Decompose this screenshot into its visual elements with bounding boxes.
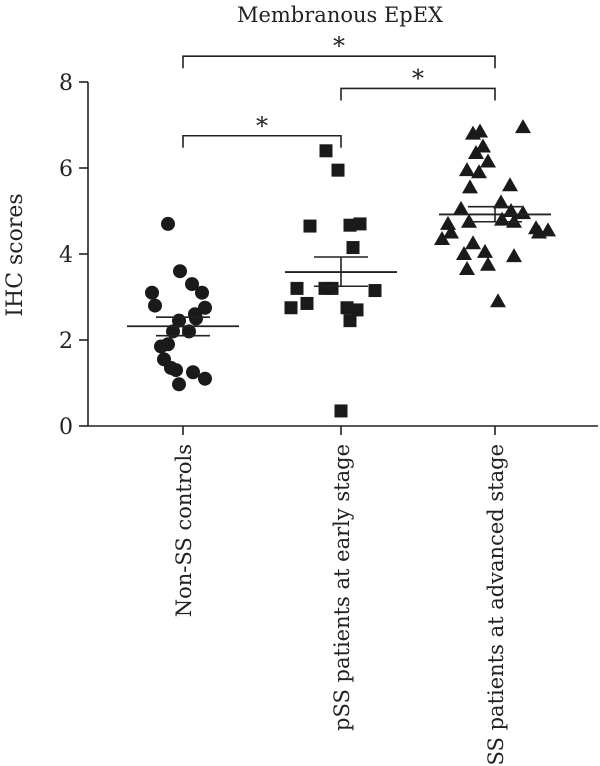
significance-bracket: *	[340, 64, 496, 101]
data-point-circle	[185, 277, 199, 292]
significance-star: *	[333, 32, 345, 60]
data-point-triangle	[480, 256, 496, 271]
data-point-triangle	[490, 293, 506, 308]
data-point-circle	[195, 285, 209, 300]
mean-sem-bars	[127, 205, 551, 337]
data-point-circle	[198, 300, 212, 315]
y-tick-label: 6	[59, 157, 73, 182]
data-point-triangle	[502, 177, 518, 192]
data-point-square	[350, 303, 364, 317]
mean-sem-group	[127, 316, 239, 337]
data-point-triangle	[453, 200, 469, 215]
significance-star: *	[256, 112, 268, 140]
data-point-square	[318, 281, 332, 295]
mean-sem-group	[439, 205, 551, 223]
data-point-triangle	[503, 203, 519, 217]
category-label: Non-SS controls	[172, 444, 196, 617]
y-tick-label: 0	[59, 415, 73, 440]
data-point-square	[290, 281, 304, 295]
data-point-square	[284, 301, 298, 315]
data-points	[145, 119, 556, 418]
chart-title: Membranous EpEX	[237, 3, 443, 27]
y-axis-title: IHC scores	[3, 193, 28, 316]
data-point-square	[368, 284, 382, 298]
data-point-triangle	[468, 144, 484, 159]
data-point-triangle	[456, 246, 472, 260]
mean-sem-group	[285, 256, 397, 288]
axes: 0 2 4 6 8 Non-SS controls pSS patients at earl…	[59, 71, 598, 766]
category-label: pSS patients at early stage	[330, 444, 354, 731]
y-tick-label: 2	[59, 329, 73, 354]
data-point-triangle	[515, 205, 531, 220]
data-point-triangle	[480, 153, 496, 168]
data-point-square	[346, 241, 360, 255]
data-point-square	[300, 296, 314, 310]
data-point-circle	[145, 285, 159, 300]
data-point-circle	[169, 363, 183, 378]
significance-brackets: * * *	[182, 32, 496, 148]
data-point-triangle	[461, 213, 477, 228]
data-point-square	[303, 219, 317, 233]
data-point-triangle	[440, 215, 456, 230]
data-point-triangle	[493, 194, 509, 209]
data-point-circle	[182, 324, 196, 339]
data-point-circle	[172, 377, 186, 392]
data-point-square	[353, 217, 367, 231]
data-point-triangle	[531, 224, 547, 239]
category-label: pSS patients at advanced stage	[484, 444, 508, 766]
significance-bracket: *	[182, 32, 496, 69]
data-point-triangle	[465, 235, 481, 250]
y-tick-label: 8	[59, 71, 73, 96]
data-point-triangle	[475, 138, 491, 153]
y-tick-label: 4	[59, 243, 73, 268]
data-point-circle	[198, 371, 212, 386]
data-point-circle	[173, 264, 187, 279]
data-point-triangle	[506, 213, 522, 228]
significance-bracket: *	[182, 112, 342, 148]
data-point-square	[343, 314, 357, 328]
data-point-circle	[154, 339, 168, 354]
data-point-triangle	[459, 261, 475, 276]
bracket-line	[340, 87, 496, 101]
significance-star: *	[412, 64, 424, 92]
data-point-triangle	[443, 224, 459, 239]
data-point-circle	[189, 311, 203, 326]
data-point-square	[334, 404, 348, 418]
bracket-line	[182, 134, 342, 148]
data-point-circle	[157, 352, 171, 367]
data-point-triangle	[462, 179, 478, 194]
data-point-square	[340, 301, 354, 315]
data-point-triangle	[465, 125, 481, 140]
data-point-circle	[186, 365, 200, 380]
bracket-line	[182, 55, 496, 69]
data-point-triangle	[515, 119, 531, 134]
data-point-circle	[148, 298, 162, 313]
data-point-triangle	[459, 162, 475, 177]
data-point-circle	[166, 324, 180, 339]
data-point-triangle	[471, 164, 487, 179]
data-point-square	[343, 218, 357, 232]
data-point-square	[319, 144, 333, 158]
data-point-triangle	[506, 248, 522, 263]
data-point-circle	[161, 216, 175, 231]
data-point-triangle	[540, 222, 556, 237]
data-point-triangle	[434, 230, 450, 245]
data-point-triangle	[477, 243, 493, 258]
data-point-square	[331, 163, 345, 177]
